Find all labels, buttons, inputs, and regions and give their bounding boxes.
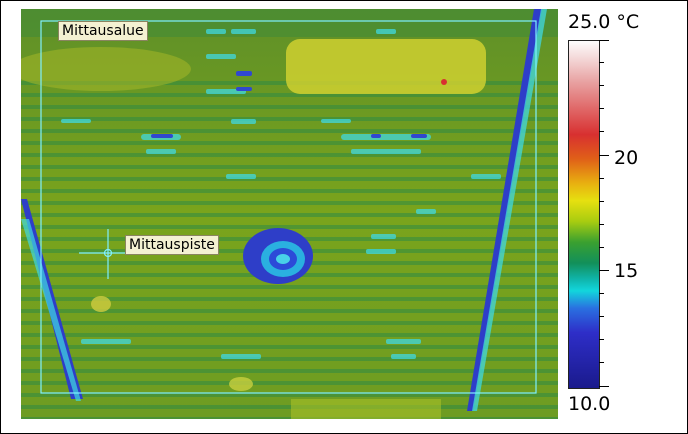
right-cold-edge-glow [472,9,547,411]
cool-dots [61,29,501,359]
hot-spot [441,79,447,85]
measurement-area-rectangle[interactable] [40,20,537,394]
scale-tick-label-15: 15 [614,260,639,282]
scale-max-label: 25.0 °C [568,11,640,33]
warm-patch [286,39,486,94]
scale-ticks [599,40,611,389]
warm-spot [229,377,253,391]
scale-min-label: 10.0 [568,393,611,415]
temperature-color-scale [568,40,600,389]
thermal-image: Mittausalue Mittauspiste [21,9,558,419]
warm-patch-left [21,47,191,91]
right-cold-edge [467,9,542,411]
measurement-area-label: Mittausalue [58,21,148,41]
bottom-warm-band [291,399,441,419]
cold-vent-center [276,254,290,264]
warm-spot [91,296,111,312]
scale-tick-label-20: 20 [614,147,639,169]
thermal-image-canvas [21,9,558,419]
measurement-spot-label: Mittauspiste [125,235,219,255]
measurement-spot-crosshair[interactable] [79,229,131,279]
cold-dots [151,71,427,138]
left-cold-edge-glow [21,219,81,401]
